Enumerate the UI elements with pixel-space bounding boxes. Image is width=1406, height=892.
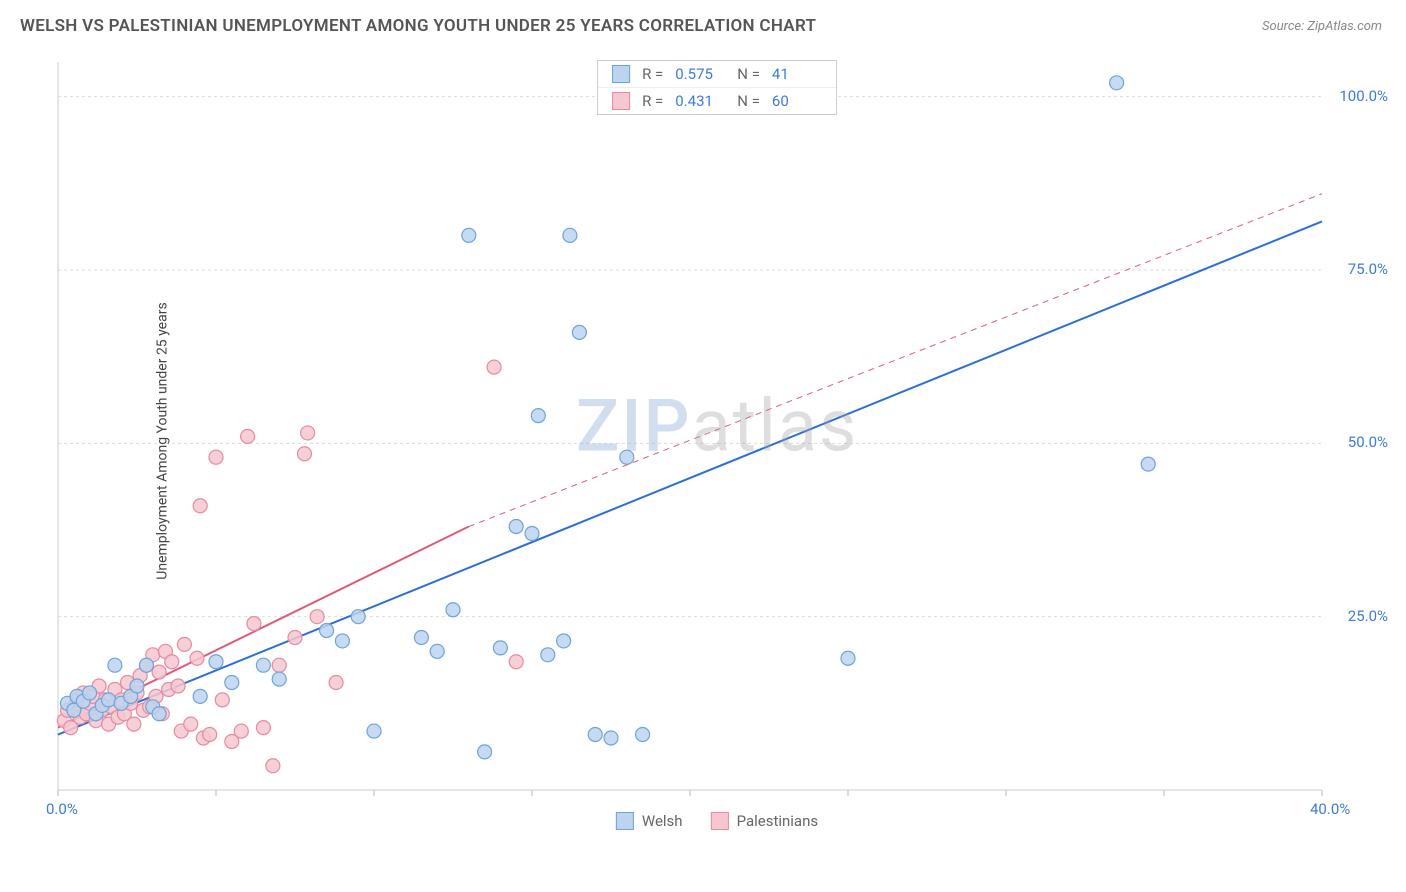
- series-legend: Welsh Palestinians: [616, 812, 818, 830]
- legend-r-label: R =: [642, 92, 663, 110]
- scatter-plot: [52, 56, 1382, 826]
- source-label: Source: ZipAtlas.com: [1262, 19, 1382, 34]
- legend-n-value: 60: [772, 92, 822, 110]
- legend-swatch: [612, 92, 630, 110]
- y-tick-label: 75.0%: [1348, 260, 1388, 278]
- legend-r-value: 0.575: [675, 65, 725, 83]
- legend-swatch: [616, 812, 634, 830]
- x-tick-label: 0.0%: [46, 800, 78, 818]
- legend-row: R = 0.431 N = 60: [598, 87, 836, 114]
- y-tick-label: 100.0%: [1339, 87, 1388, 105]
- legend-swatch: [711, 812, 729, 830]
- legend-item: Palestinians: [711, 812, 819, 830]
- correlation-legend: R = 0.575 N = 41 R = 0.431 N = 60: [597, 60, 837, 115]
- y-tick-label: 50.0%: [1348, 433, 1388, 451]
- legend-r-value: 0.431: [675, 92, 725, 110]
- x-tick-label: 40.0%: [1310, 800, 1350, 818]
- y-axis-label: Unemployment Among Youth under 25 years: [155, 302, 171, 579]
- legend-item: Welsh: [616, 812, 683, 830]
- legend-r-label: R =: [642, 65, 663, 83]
- legend-n-label: N =: [737, 65, 760, 83]
- legend-item-label: Palestinians: [737, 812, 819, 830]
- legend-row: R = 0.575 N = 41: [598, 61, 836, 87]
- y-tick-label: 25.0%: [1348, 607, 1388, 625]
- page-title: WELSH VS PALESTINIAN UNEMPLOYMENT AMONG …: [20, 16, 816, 36]
- legend-n-value: 41: [772, 65, 822, 83]
- chart-container: ZIPatlas Unemployment Among Youth under …: [52, 56, 1382, 826]
- legend-n-label: N =: [737, 92, 760, 110]
- legend-swatch: [612, 65, 630, 83]
- legend-item-label: Welsh: [642, 812, 683, 830]
